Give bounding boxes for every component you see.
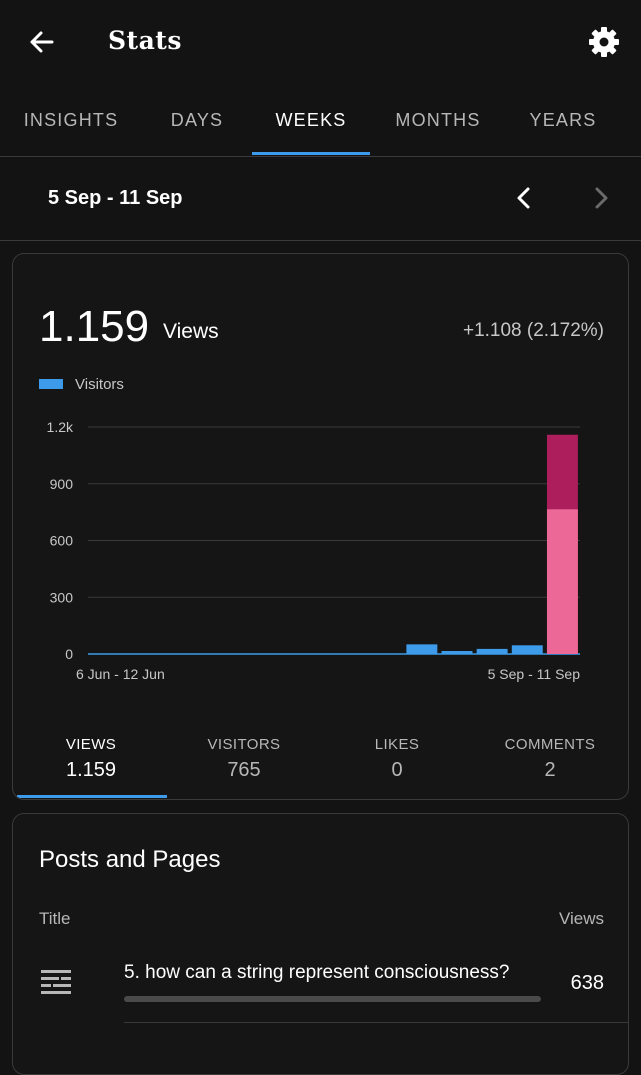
metric-value: 1.159 <box>65 759 117 781</box>
metric-comments[interactable]: COMMENTS 2 <box>480 736 620 782</box>
posts-and-pages-card: Posts and Pages Title Views 5. how can a… <box>12 813 629 1075</box>
next-period-button[interactable] <box>584 181 618 215</box>
metric-visitors[interactable]: VISITORS 765 <box>174 736 314 782</box>
post-views: 638 <box>570 972 604 994</box>
arrow-left-icon <box>30 31 54 53</box>
bar-visitors <box>511 645 543 654</box>
y-tick-label: 1.2k <box>47 419 74 435</box>
y-tick-label: 300 <box>50 589 74 605</box>
tab-insights[interactable]: INSIGHTS <box>23 110 119 130</box>
chevron-left-icon <box>517 187 530 209</box>
metric-label: COMMENTS <box>504 736 596 753</box>
previous-period-button[interactable] <box>508 181 542 215</box>
metric-likes[interactable]: LIKES 0 <box>327 736 467 782</box>
column-header-views: Views <box>558 909 604 928</box>
period-label: 5 Sep - 11 Sep <box>48 187 183 209</box>
metric-label: VISITORS <box>207 736 281 753</box>
tab-days[interactable]: DAYS <box>170 110 224 130</box>
app-bar: Stats <box>0 0 641 84</box>
bar-visitors <box>546 509 578 654</box>
metric-value: 765 <box>227 759 261 781</box>
post-title: 5. how can a string represent consciousn… <box>124 962 510 983</box>
y-tick-label: 900 <box>50 476 74 492</box>
back-button[interactable] <box>22 22 62 62</box>
section-title: Posts and Pages <box>39 846 221 873</box>
metric-value: 2 <box>544 759 556 781</box>
legend-label: Visitors <box>75 376 124 393</box>
metric-views[interactable]: VIEWS 1.159 <box>21 736 161 782</box>
x-tick-label: 6 Jun - 12 Jun <box>76 666 165 682</box>
y-tick-label: 600 <box>50 533 74 549</box>
views-bar-chart[interactable]: 1.2k 900 600 300 06 Jun - 12 Jun 5 Sep - 11 S… <box>13 404 628 694</box>
divider <box>124 1022 628 1023</box>
page-title: Stats <box>108 26 182 55</box>
tab-months[interactable]: MONTHS <box>395 110 481 130</box>
gear-icon <box>589 27 619 57</box>
tab-years[interactable]: YEARS <box>529 110 597 130</box>
views-total: 1.159 <box>39 302 150 351</box>
period-tabs: INSIGHTS DAYS WEEKS MONTHS YEARS <box>0 84 641 157</box>
page-icon <box>41 970 71 994</box>
settings-button[interactable] <box>584 22 624 62</box>
bar-visitors <box>476 648 508 654</box>
metric-label: VIEWS <box>65 736 117 753</box>
column-header-title: Title <box>39 909 71 928</box>
chevron-right-icon <box>595 187 608 209</box>
views-change: +1.108 (2.172%) <box>462 320 604 341</box>
views-bar <box>124 996 541 1002</box>
bar-visitors <box>441 651 473 654</box>
list-item[interactable]: 5. how can a string represent consciousn… <box>13 954 628 1023</box>
metric-indicator <box>17 795 167 798</box>
y-tick-label: 0 <box>65 646 73 662</box>
legend-swatch <box>39 379 63 389</box>
metric-label: LIKES <box>374 736 420 753</box>
x-tick-label: 5 Sep - 11 Sep <box>488 666 581 682</box>
period-selector: 5 Sep - 11 Sep <box>0 157 641 241</box>
tab-indicator <box>252 152 370 155</box>
bar-visitors <box>406 644 438 654</box>
metric-value: 0 <box>391 759 403 781</box>
overview-card: 1.159 Views +1.108 (2.172%) Visitors 1.2… <box>12 253 629 800</box>
views-unit-label: Views <box>163 320 219 343</box>
tab-weeks[interactable]: WEEKS <box>275 110 347 130</box>
